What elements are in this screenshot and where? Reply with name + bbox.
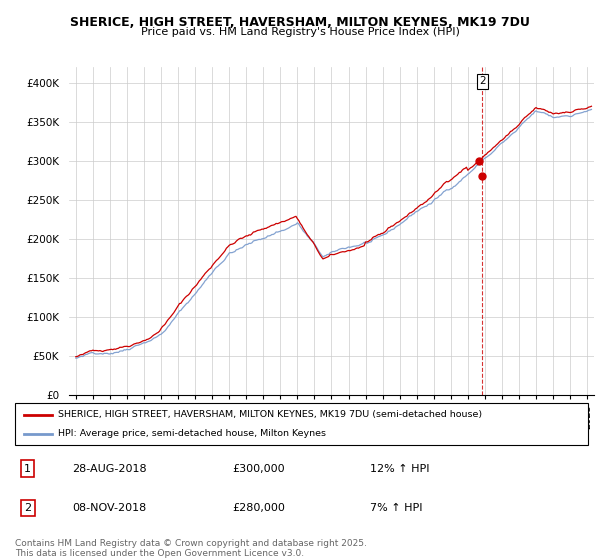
Text: Contains HM Land Registry data © Crown copyright and database right 2025.
This d: Contains HM Land Registry data © Crown c…: [15, 539, 367, 558]
Text: SHERICE, HIGH STREET, HAVERSHAM, MILTON KEYNES, MK19 7DU: SHERICE, HIGH STREET, HAVERSHAM, MILTON …: [70, 16, 530, 29]
FancyBboxPatch shape: [15, 403, 588, 445]
Text: £300,000: £300,000: [233, 464, 286, 474]
Text: SHERICE, HIGH STREET, HAVERSHAM, MILTON KEYNES, MK19 7DU (semi-detached house): SHERICE, HIGH STREET, HAVERSHAM, MILTON …: [58, 410, 482, 419]
Text: 08-NOV-2018: 08-NOV-2018: [73, 503, 146, 513]
Text: 1: 1: [24, 464, 31, 474]
Text: £280,000: £280,000: [233, 503, 286, 513]
Text: Price paid vs. HM Land Registry's House Price Index (HPI): Price paid vs. HM Land Registry's House …: [140, 27, 460, 37]
Text: 7% ↑ HPI: 7% ↑ HPI: [370, 503, 423, 513]
Text: 28-AUG-2018: 28-AUG-2018: [73, 464, 147, 474]
Text: HPI: Average price, semi-detached house, Milton Keynes: HPI: Average price, semi-detached house,…: [58, 430, 326, 438]
Text: 2: 2: [479, 76, 486, 86]
Text: 12% ↑ HPI: 12% ↑ HPI: [370, 464, 430, 474]
Text: 2: 2: [24, 503, 31, 513]
